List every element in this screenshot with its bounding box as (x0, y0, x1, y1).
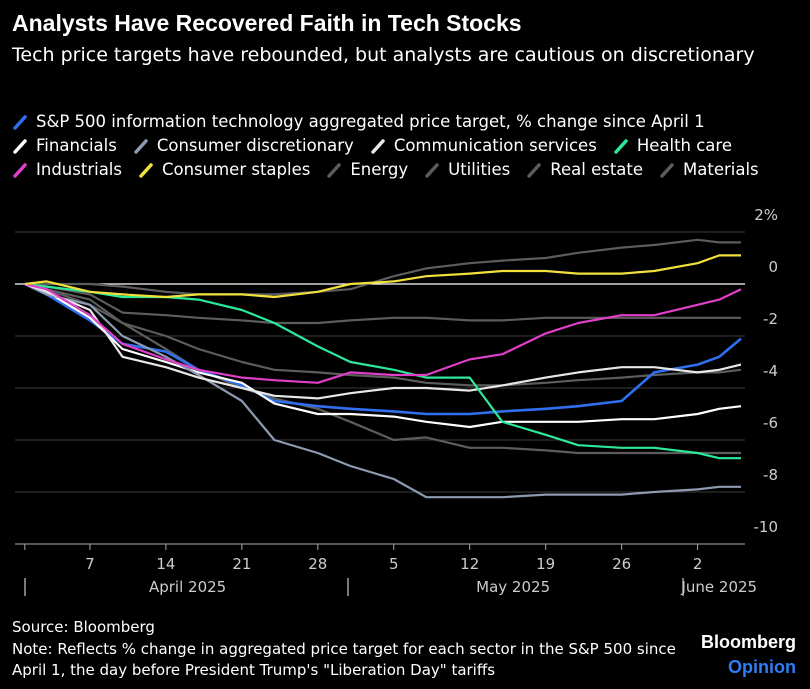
brand-name: Bloomberg (700, 632, 796, 652)
source: Source: Bloomberg (12, 618, 155, 636)
legend-swatch-line (139, 163, 153, 178)
legend-item: S&P 500 information technology aggregate… (12, 111, 705, 133)
legend-swatch (327, 163, 342, 178)
series-line (24, 282, 742, 387)
brand-logo: Bloomberg Opinion (701, 630, 796, 680)
legend-swatch-line (327, 163, 342, 178)
series-line (24, 283, 741, 499)
legend-swatch-line (425, 163, 439, 178)
x-tick-label: 14 (156, 555, 175, 573)
legend-item: Health care (613, 135, 732, 157)
y-tick-label: 0 (768, 258, 778, 276)
legend-label: Energy (350, 160, 409, 179)
x-month-label: May 2025 (476, 578, 550, 596)
legend-label: Communication services (393, 136, 597, 155)
legend-item: Energy (326, 159, 408, 181)
legend-item: Communication services (370, 135, 597, 157)
x-tick-label: 19 (536, 555, 555, 573)
x-tick-label: 28 (308, 555, 327, 573)
legend-label: Consumer staples (161, 160, 311, 179)
legend-item: Utilities (424, 159, 510, 181)
legend-swatch-line (13, 115, 27, 130)
legend-label: Health care (636, 136, 732, 155)
legend-item: Consumer staples (138, 159, 310, 181)
series-line (24, 238, 741, 296)
series-line (24, 282, 742, 416)
legend-item: Consumer discretionary (133, 135, 354, 157)
legend-label: Consumer discretionary (156, 136, 354, 155)
legend-swatch (660, 163, 674, 178)
x-tick-label: 21 (232, 555, 251, 573)
legend-swatch (527, 163, 541, 178)
series-line (24, 282, 742, 384)
series-line (24, 282, 741, 455)
y-tick-label: -8 (763, 466, 778, 484)
series-line (24, 282, 742, 400)
legend-item: Financials (12, 135, 117, 157)
legend-swatch (13, 139, 27, 154)
legend-label: S&P 500 information technology aggregate… (36, 112, 705, 131)
y-tick-label: -2 (763, 310, 778, 328)
legend-swatch-line (527, 163, 541, 178)
legend-swatch-line (13, 163, 27, 178)
legend-item: Industrials (12, 159, 122, 181)
x-tick-label: 2 (693, 555, 703, 573)
brand-section: Opinion (728, 657, 796, 677)
y-tick-label: -10 (754, 518, 779, 536)
x-month-label: June 2025 (680, 578, 757, 596)
legend-label: Utilities (448, 160, 511, 179)
series-line (24, 282, 741, 325)
y-tick-label: 2% (754, 206, 778, 224)
x-tick-label: 12 (460, 555, 479, 573)
legend-label: Materials (683, 160, 759, 179)
legend-swatch (13, 163, 27, 178)
legend-swatch (13, 115, 27, 130)
legend-swatch (134, 139, 148, 154)
chart-title: Analysts Have Recovered Faith in Tech St… (12, 10, 522, 36)
legend-swatch-line (614, 139, 628, 154)
legend-item: Real estate (526, 159, 643, 181)
x-month-label: April 2025 (149, 578, 226, 596)
legend-label: Industrials (36, 160, 122, 179)
legend-item: Materials (659, 159, 759, 181)
x-tick-label: 26 (612, 555, 631, 573)
series-line (24, 254, 741, 299)
legend-swatch (139, 163, 153, 178)
legend-swatch (425, 163, 439, 178)
legend-label: Financials (36, 136, 117, 155)
legend-swatch (614, 139, 628, 154)
legend-swatch (371, 139, 385, 154)
series-line (24, 282, 742, 429)
legend-swatch-line (660, 163, 674, 178)
y-tick-label: -4 (763, 362, 778, 380)
chart-subtitle: Tech price targets have rebounded, but a… (12, 44, 755, 66)
note: Note: Reflects % change in aggregated pr… (12, 640, 676, 679)
y-tick-label: -6 (763, 414, 778, 432)
legend-label: Real estate (550, 160, 644, 179)
legend-swatch-line (134, 139, 148, 154)
x-tick-label: 7 (85, 555, 95, 573)
legend-swatch-line (13, 139, 27, 154)
legend: S&P 500 information technology aggregate… (12, 111, 802, 181)
series-line (24, 282, 741, 460)
x-tick-label: 5 (389, 555, 399, 573)
legend-swatch-line (371, 139, 385, 154)
